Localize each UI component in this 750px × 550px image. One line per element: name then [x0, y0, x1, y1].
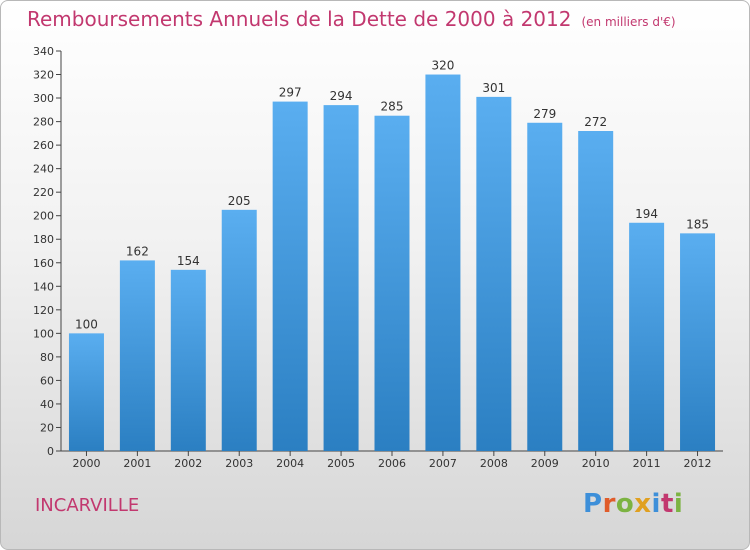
y-tick-label: 320 [33, 69, 54, 82]
bar-2000 [68, 333, 104, 451]
y-tick-label: 20 [40, 421, 54, 434]
chart-title-text: Remboursements Annuels de la Dette de 20… [27, 7, 572, 31]
y-tick-label: 140 [33, 280, 54, 293]
x-tick-label: 2001 [123, 457, 151, 470]
x-tick-label: 2000 [72, 457, 100, 470]
data-label-2007: 320 [431, 59, 454, 73]
chart-axes: 0 20 40 60 80 100 120 140 160 180 200 220 240 260 280 3… [33, 45, 723, 470]
bar-2008 [476, 96, 512, 451]
bar-2002 [170, 269, 206, 451]
y-tick-label: 200 [33, 210, 54, 223]
bar-2010 [578, 131, 614, 451]
y-tick-label: 220 [33, 186, 54, 199]
y-tick-label: 80 [40, 351, 54, 364]
x-tick-label: 2009 [531, 457, 559, 470]
x-tick-label: 2006 [378, 457, 406, 470]
bar-2003 [221, 209, 257, 451]
logo-letter: x [634, 489, 652, 519]
y-tick-label: 240 [33, 163, 54, 176]
bar-2004 [272, 101, 308, 452]
x-tick-label: 2010 [582, 457, 610, 470]
y-tick-label: 0 [47, 445, 54, 458]
y-tick-label: 100 [33, 327, 54, 340]
y-tick-label: 280 [33, 116, 54, 129]
chart-subtitle: (en milliers d'€) [581, 15, 676, 29]
bar-2009 [527, 122, 563, 451]
logo-letter: i [673, 489, 684, 519]
chart-bars [68, 74, 716, 452]
data-label-2001: 162 [126, 244, 149, 258]
y-tick-label: 60 [40, 374, 54, 387]
x-tick-label: 2005 [327, 457, 355, 470]
chart-data-labels: 100 162 154 205 297 294 285 320 301 279 272 194 185 [75, 59, 709, 332]
bar-2011 [629, 222, 665, 451]
y-tick-label: 180 [33, 233, 54, 246]
data-label-2009: 279 [533, 107, 556, 121]
y-tick-label: 340 [33, 45, 54, 58]
data-label-2003: 205 [228, 194, 251, 208]
chart-title: Remboursements Annuels de la Dette de 20… [27, 7, 676, 31]
data-label-2010: 272 [584, 115, 607, 129]
y-tick-label: 40 [40, 398, 54, 411]
x-tick-label: 2004 [276, 457, 304, 470]
y-tick-label: 300 [33, 92, 54, 105]
logo-letter: o [615, 489, 635, 519]
data-label-2012: 185 [686, 217, 709, 231]
data-label-2004: 297 [279, 86, 302, 100]
data-label-2002: 154 [177, 254, 200, 268]
y-tick-label: 260 [33, 139, 54, 152]
logo-letter: t [660, 489, 674, 519]
y-tick-label: 160 [33, 257, 54, 270]
town-name: INCARVILLE [35, 495, 140, 516]
data-label-2000: 100 [75, 317, 98, 331]
data-label-2008: 301 [482, 81, 505, 95]
logo-letter: r [602, 489, 616, 519]
data-label-2011: 194 [635, 207, 658, 221]
x-tick-label: 2003 [225, 457, 253, 470]
logo-letter: i [651, 489, 661, 519]
x-tick-label: 2002 [174, 457, 202, 470]
bar-2001 [119, 260, 155, 451]
proxiti-logo[interactable]: Proxiti [583, 489, 683, 519]
x-tick-label: 2012 [684, 457, 712, 470]
logo-letter: P [583, 489, 603, 519]
bar-2006 [374, 115, 410, 452]
x-tick-label: 2008 [480, 457, 508, 470]
bar-2007 [425, 74, 461, 451]
x-tick-label: 2011 [633, 457, 661, 470]
bar-2005 [323, 105, 359, 451]
bar-2012 [680, 233, 716, 451]
y-tick-label: 120 [33, 304, 54, 317]
data-label-2006: 285 [381, 100, 404, 114]
x-tick-label: 2007 [429, 457, 457, 470]
data-label-2005: 294 [330, 89, 353, 103]
